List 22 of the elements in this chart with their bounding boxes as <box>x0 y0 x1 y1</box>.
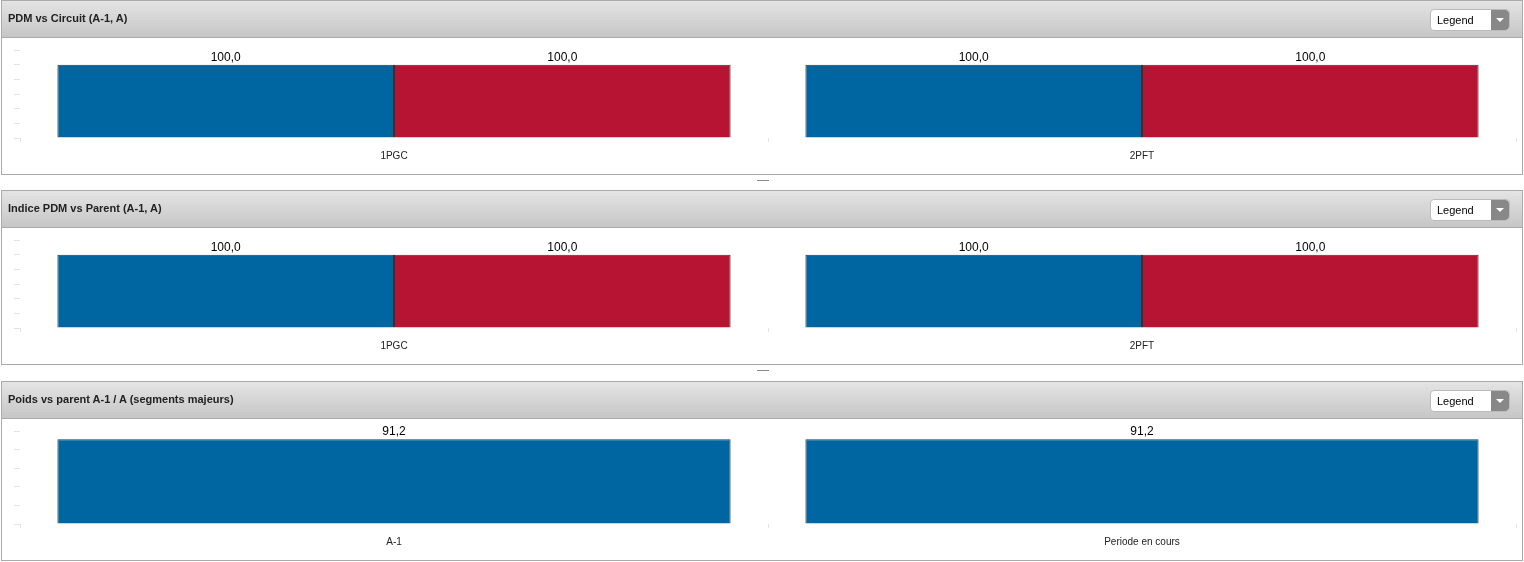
data-label: 100,0 <box>1295 49 1326 64</box>
x-tick-label: 1PGC <box>380 339 408 351</box>
x-tick-label: 1PGC <box>380 149 408 161</box>
data-label: 100,0 <box>547 49 578 64</box>
dropdown: Legend <box>1430 9 1510 31</box>
data-label: 91,2 <box>1130 424 1154 439</box>
data-label: 91,2 <box>382 424 406 439</box>
dropdown: Legend <box>1430 199 1510 221</box>
chart-title: PDM vs Circuit (A-1, A) <box>8 12 128 24</box>
data-label: 100,0 <box>547 239 578 254</box>
data-label: 100,0 <box>1295 239 1326 254</box>
chart-title: Indice PDM vs Parent (A-1, A) <box>8 202 162 214</box>
data-label: 100,0 <box>210 239 242 254</box>
x-tick-label: A-1 <box>386 535 403 547</box>
x-tick-label: Periode en cours <box>1104 535 1180 547</box>
x-tick-label: 2PFT <box>1129 149 1155 161</box>
data-label: 100,0 <box>958 49 990 64</box>
data-label: 100,0 <box>958 239 990 254</box>
chart-title: Poids vs parent A-1 / A (segments majeurs) <box>8 393 234 405</box>
dropdown: Legend <box>1430 390 1510 412</box>
x-tick-label: 2PFT <box>1129 339 1155 351</box>
data-label: 100,0 <box>210 49 242 64</box>
